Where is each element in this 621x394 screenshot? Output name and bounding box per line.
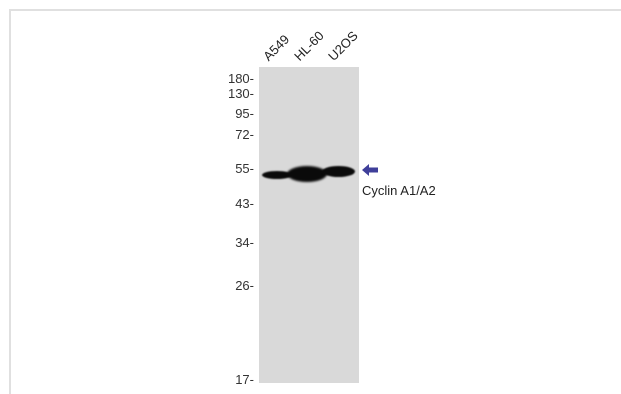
- mw-marker-17: 17-: [235, 372, 254, 387]
- lane-label-a549: A549: [260, 31, 293, 64]
- mw-marker-95: 95-: [235, 106, 254, 121]
- frame-top-border: [9, 9, 621, 11]
- band-hl60: [287, 166, 327, 182]
- mw-marker-34: 34-: [235, 235, 254, 250]
- band-u2os: [322, 166, 355, 177]
- mw-marker-55: 55-: [235, 161, 254, 176]
- mw-marker-72: 72-: [235, 127, 254, 142]
- lane-label-u2os: U2OS: [325, 28, 361, 64]
- mw-marker-26: 26-: [235, 278, 254, 293]
- frame-left-border: [9, 9, 11, 394]
- lane-label-hl60: HL-60: [291, 28, 327, 64]
- mw-marker-130: 130-: [227, 86, 254, 101]
- blot-membrane: [259, 67, 359, 383]
- left-arrow-icon: [362, 164, 378, 176]
- band-a549: [262, 171, 292, 179]
- mw-marker-43: 43-: [235, 196, 254, 211]
- protein-label: Cyclin A1/A2: [362, 183, 436, 198]
- mw-marker-180: 180-: [227, 71, 254, 86]
